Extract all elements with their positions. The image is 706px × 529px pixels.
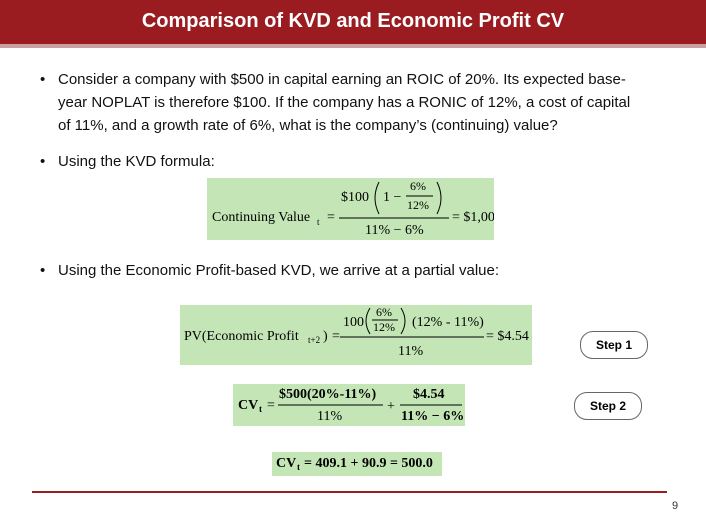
formula-text: = <box>327 210 335 225</box>
formula-text: + <box>387 399 395 414</box>
formula-text: 11% <box>398 344 423 359</box>
bullet-dot: • <box>40 262 46 279</box>
formula-text: $500(20%-11%) <box>279 387 377 402</box>
formula-text: 11% − 6% <box>365 223 424 238</box>
formula-text: $100 <box>341 190 369 205</box>
bullet-line: year NOPLAT is therefore $100. If the co… <box>58 94 631 111</box>
bullet: • Using the KVD formula: <box>40 150 215 173</box>
formula-box <box>207 178 494 240</box>
formula-box <box>180 305 532 365</box>
paren <box>374 181 380 215</box>
formula-text: 1 − <box>383 190 402 205</box>
bullet-dot: • <box>40 153 46 170</box>
bullet-line: of 11%, and a growth rate of 6%, what is… <box>58 117 558 134</box>
bullet: • Consider a company with $500 in capita… <box>40 68 630 137</box>
formula-text: = $4.54 <box>486 329 529 344</box>
formula-text: 11% − 6% <box>401 409 464 424</box>
paren <box>436 181 442 215</box>
formula-text: $4.54 <box>413 387 445 402</box>
formula-text: 100 <box>343 315 364 330</box>
bullet-line: Consider a company with $500 in capital … <box>58 71 626 88</box>
formula-text: CV <box>276 456 296 471</box>
formula-text: t <box>259 404 262 414</box>
formula-text: = $1,000 <box>452 210 494 225</box>
page-number: 9 <box>672 500 679 512</box>
formula-text: ) <box>323 329 328 344</box>
bullet-line: Using the KVD formula: <box>58 153 215 170</box>
formula-text: Continuing Value <box>212 210 310 225</box>
formula-cv: CV t = $500(20%-11%) 11% + $4.54 11% − 6… <box>233 384 465 426</box>
bullet: • Using the Economic Profit-based KVD, w… <box>40 259 499 282</box>
footer-rule <box>32 491 667 493</box>
bullet-dot: • <box>40 71 46 88</box>
formula-cv-result: CV t = 409.1 + 90.9 = 500.0 <box>272 452 442 476</box>
formula-text: PV(Economic Profit <box>184 329 299 344</box>
formula-text: = <box>267 398 275 413</box>
formula-text: t <box>317 217 320 227</box>
formula-text: = 409.1 + 90.9 = 500.0 <box>304 456 433 471</box>
formula-text: t+2 <box>308 335 320 345</box>
bullet-line: Using the Economic Profit-based KVD, we … <box>58 262 500 279</box>
title-bar <box>0 0 706 48</box>
formula-text: = <box>332 329 340 344</box>
formula-text: CV <box>238 398 258 413</box>
step-label: Step 1 <box>580 331 648 359</box>
formula-text: t <box>297 462 300 472</box>
formula-box <box>272 452 442 476</box>
step-label: Step 2 <box>574 392 642 420</box>
formula-text: 6% <box>410 179 426 193</box>
formula-text: 12% <box>407 198 429 212</box>
formula-text: (12% - 11%) <box>412 315 484 330</box>
paren <box>365 307 371 335</box>
title: Comparison of KVD and Economic Profit CV <box>141 10 565 32</box>
formula-pv-ep: PV(Economic Profit t+2 ) = 100 6% 12% (1… <box>180 305 532 365</box>
formula-text: 11% <box>317 409 342 424</box>
paren <box>400 307 406 335</box>
formula-text: 6% <box>376 305 392 319</box>
formula-kvd: Continuing Value t = $100 1 − 6% 12% 11%… <box>207 178 494 240</box>
formula-text: 12% <box>373 320 395 334</box>
